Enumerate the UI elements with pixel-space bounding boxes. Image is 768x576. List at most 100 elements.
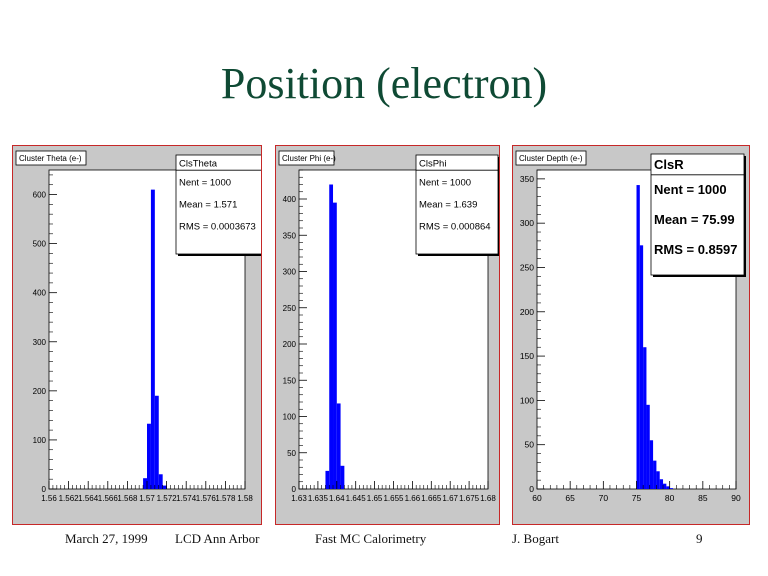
footer: March 27, 1999 LCD Ann Arbor Fast MC Cal… [0, 531, 768, 551]
x-tick-label: 75 [632, 493, 642, 503]
stats-rms: RMS = 0.000864 [419, 222, 491, 233]
histogram-bar [158, 474, 163, 489]
y-tick-label: 150 [520, 351, 534, 361]
stats-mean: Mean = 1.639 [419, 200, 477, 211]
y-tick-label: 100 [33, 436, 47, 445]
stats-name: ClsR [654, 157, 684, 172]
stats-rms: RMS = 0.0003673 [179, 222, 256, 233]
x-tick-label: 1.578 [215, 494, 236, 503]
histogram-bar [639, 245, 644, 489]
histogram-bar [150, 189, 155, 489]
y-tick-label: 300 [520, 218, 534, 228]
x-tick-label: 70 [599, 493, 609, 503]
footer-venue: LCD Ann Arbor [175, 531, 260, 546]
x-tick-label: 1.566 [98, 494, 119, 503]
y-tick-label: 400 [283, 195, 297, 204]
footer-date: March 27, 1999 [65, 531, 148, 546]
x-tick-label: 1.58 [237, 494, 253, 503]
histogram-bar [669, 488, 673, 489]
y-tick-label: 250 [283, 304, 297, 313]
x-tick-label: 1.64 [329, 494, 345, 503]
x-tick-label: 1.675 [459, 494, 480, 503]
x-tick-label: 1.66 [405, 494, 421, 503]
histogram-bar [154, 395, 159, 489]
stats-nent: Nent = 1000 [179, 178, 231, 189]
y-tick-label: 600 [33, 191, 47, 200]
footer-page-number: 9 [696, 531, 703, 546]
x-tick-label: 1.635 [308, 494, 329, 503]
x-tick-label: 1.63 [291, 494, 307, 503]
histogram-panel-theta: Cluster Theta (e-) 1.56 1.562 1.564 1.566 1.5… [12, 145, 262, 525]
stats-box [650, 153, 745, 276]
chart-title: Cluster Phi (e-) [282, 154, 336, 163]
x-tick-label: 60 [532, 493, 542, 503]
phi-histogram-chart: Cluster Phi (e-) 1.63 1.635 1.64 1.645 1.65 1.… [276, 146, 499, 524]
stats-box [175, 154, 261, 255]
histogram-bar [649, 440, 654, 489]
x-tick-label: 1.65 [367, 494, 383, 503]
slide-title: Position (electron) [220, 59, 548, 108]
x-tick-label: 1.564 [78, 494, 99, 503]
histogram-panel-depth: Cluster Depth (e-) 60 65 70 75 80 85 90 0 50 100 15… [512, 145, 750, 525]
histogram-bar [666, 486, 670, 489]
histogram-bar [333, 202, 337, 489]
x-tick-label: 1.562 [59, 494, 80, 503]
y-tick-label: 150 [283, 376, 297, 385]
histogram-bar [646, 404, 650, 489]
chart-title: Cluster Depth (e-) [519, 154, 583, 163]
x-tick-label: 1.665 [421, 494, 442, 503]
histogram-bar [659, 479, 664, 489]
histogram-bar [336, 403, 341, 489]
histogram-bar [656, 471, 660, 489]
stats-mean: Mean = 1.571 [179, 200, 237, 211]
y-tick-label: 300 [283, 268, 297, 277]
histogram-bar [663, 483, 667, 489]
x-tick-label: 85 [698, 493, 708, 503]
y-tick-label: 0 [42, 485, 47, 494]
y-tick-label: 350 [520, 174, 534, 184]
x-tick-label: 1.574 [176, 494, 197, 503]
x-tick-label: 1.56 [41, 494, 57, 503]
histogram-bar [653, 460, 657, 489]
y-tick-label: 0 [529, 484, 534, 494]
histogram-bar [147, 423, 151, 489]
y-tick-label: 100 [283, 413, 297, 422]
footer-topic: Fast MC Calorimetry [315, 531, 427, 546]
y-tick-label: 350 [283, 231, 297, 240]
histogram-bar [340, 465, 345, 489]
histogram-bar [162, 485, 167, 489]
y-tick-label: 500 [33, 240, 47, 249]
stats-rms: RMS = 0.8597 [654, 242, 737, 257]
y-tick-label: 250 [520, 262, 534, 272]
stats-name: ClsPhi [419, 159, 446, 170]
theta-histogram-chart: Cluster Theta (e-) 1.56 1.562 1.564 1.566 1.5… [13, 146, 261, 524]
x-tick-label: 1.57 [139, 494, 155, 503]
depth-histogram-chart: Cluster Depth (e-) 60 65 70 75 80 85 90 0 50 100 15… [513, 146, 749, 524]
chart-title: Cluster Theta (e-) [19, 154, 82, 163]
y-tick-label: 0 [292, 485, 297, 494]
x-tick-label: 80 [665, 493, 675, 503]
theta-title-box [15, 150, 87, 166]
histogram-bar [143, 478, 147, 489]
y-tick-label: 200 [283, 340, 297, 349]
x-tick-label: 65 [565, 493, 575, 503]
x-tick-label: 1.68 [480, 494, 496, 503]
histogram-bar [325, 470, 330, 489]
phi-title-box [278, 150, 335, 166]
x-tick-label: 90 [731, 493, 741, 503]
y-tick-label: 400 [33, 289, 47, 298]
histogram-bar [643, 347, 647, 489]
histogram-bar [329, 184, 334, 489]
y-tick-label: 200 [520, 307, 534, 317]
stats-nent: Nent = 1000 [419, 178, 471, 189]
x-tick-label: 1.645 [346, 494, 367, 503]
y-tick-label: 100 [520, 395, 534, 405]
x-tick-label: 1.67 [442, 494, 458, 503]
y-tick-label: 50 [287, 449, 296, 458]
y-tick-label: 200 [33, 387, 47, 396]
y-tick-label: 50 [525, 440, 535, 450]
stats-nent: Nent = 1000 [654, 182, 727, 197]
histogram-panel-phi: Cluster Phi (e-) 1.63 1.635 1.64 1.645 1.65 1.… [275, 145, 500, 525]
stats-name: ClsTheta [179, 159, 218, 170]
footer-author: J. Bogart [512, 531, 559, 546]
